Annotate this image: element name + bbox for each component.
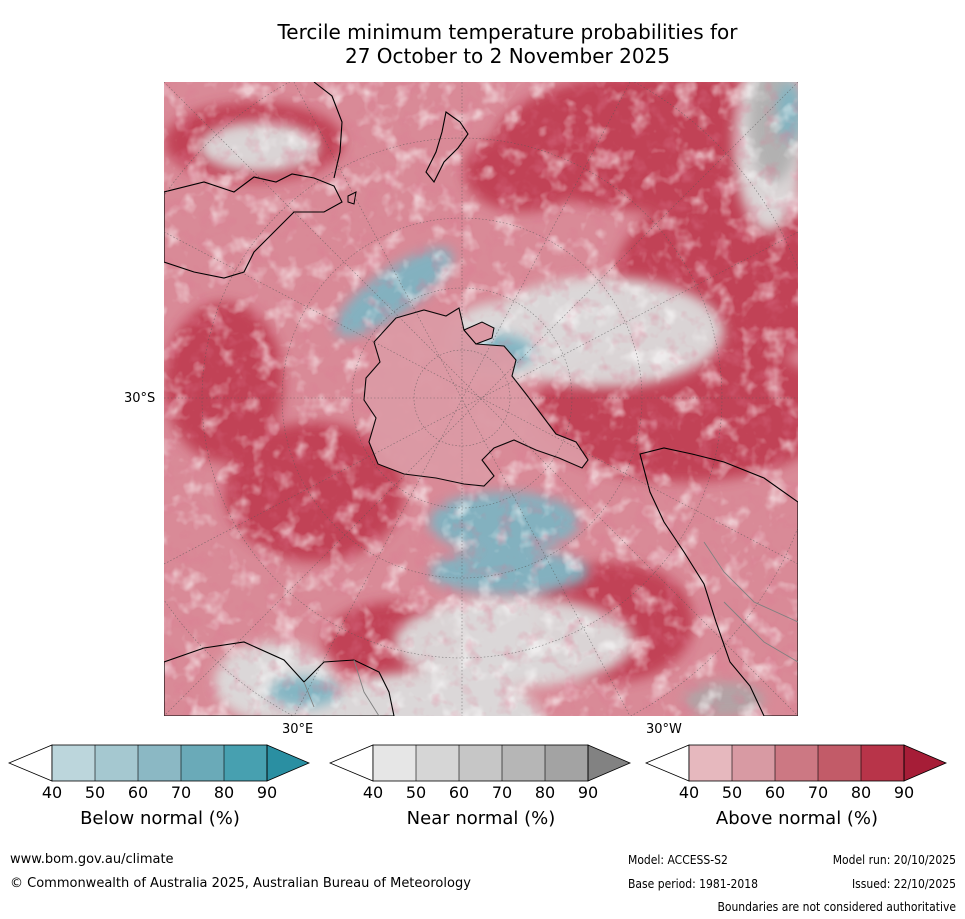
title-line-1: Tercile minimum temperature probabilitie… [277,20,738,44]
longitude-label-30w: 30°W [646,722,682,737]
cbar-above-bin-1 [689,745,732,781]
map-canvas [164,82,798,716]
tick-label: 50 [84,783,106,802]
colorbar-below-normal [7,744,312,786]
antarctic-peninsula [463,321,495,345]
colorbar-near-label: Near normal (%) [406,808,556,829]
tick-label: 90 [577,783,599,802]
cbar-below-bin-5 [224,745,267,781]
tick-label: 60 [764,783,786,802]
colorbar-below-normal-swatches [7,744,311,782]
website-link[interactable]: www.bom.gov.au/climate [10,852,174,867]
new-zealand-outline [425,111,469,184]
cbar-below-bin-4 [181,745,224,781]
south-america-outline [639,447,798,716]
cbar-above-bin-4 [818,745,861,781]
graticule [164,82,798,716]
colorbar-above-normal-swatches [644,744,948,782]
tick-label: 50 [405,783,427,802]
tick-label: 60 [127,783,149,802]
tick-label: 80 [850,783,872,802]
cbar-near-bin-2 [416,745,459,781]
cbar-near-arrow-left [328,744,374,782]
africa-outline [164,641,395,716]
cbar-near-bin-3 [459,745,502,781]
tick-label: 70 [491,783,513,802]
tick-label: 40 [678,783,700,802]
tick-label: 90 [893,783,915,802]
tick-label: 40 [362,783,384,802]
tick-label: 80 [534,783,556,802]
model-text: Model: ACCESS-S2 [628,853,728,867]
cbar-above-bin-2 [732,745,775,781]
antarctica-outline [363,307,589,487]
cbar-near-bin-4 [502,745,545,781]
tick-label: 90 [256,783,278,802]
cbar-above-bin-3 [775,745,818,781]
base-period-text: Base period: 1981-2018 [628,877,759,891]
model-run-text: Model run: 20/10/2025 [832,853,956,867]
australia-outline [164,173,343,279]
tick-label: 80 [213,783,235,802]
disclaimer-text: Boundaries are not considered authoritat… [717,900,956,914]
colorbar-above-label: Above normal (%) [715,808,879,829]
probability-map [164,82,798,716]
tick-label: 70 [170,783,192,802]
cbar-below-arrow-right [266,744,311,782]
cbar-above-arrow-left [644,744,690,782]
colorbar-near-normal [328,744,633,786]
issued-text: Issued: 22/10/2025 [851,877,956,891]
australia-east-coast [313,82,343,179]
cbar-near-bin-5 [545,745,588,781]
south-america-borders [703,541,798,663]
copyright-text: © Commonwealth of Australia 2025, Austra… [10,876,471,891]
colorbar-below-label: Below normal (%) [80,808,240,829]
cbar-below-arrow-left [7,744,53,782]
latitude-label-30s: 30°S [124,391,156,406]
tick-label: 60 [448,783,470,802]
title-line-2: 27 October to 2 November 2025 [344,44,671,68]
colorbar-above-normal [644,744,949,786]
cbar-near-arrow-right [587,744,632,782]
tick-label: 70 [807,783,829,802]
cbar-below-bin-3 [138,745,181,781]
cbar-near-bin-1 [373,745,416,781]
cbar-above-bin-5 [861,745,904,781]
cbar-below-bin-1 [52,745,95,781]
cbar-below-bin-2 [95,745,138,781]
colorbar-near-normal-swatches [328,744,632,782]
cbar-above-arrow-right [903,744,948,782]
africa-borders [303,659,380,716]
chart-title: Tercile minimum temperature probabilitie… [160,20,855,68]
longitude-label-30e: 30°E [282,722,314,737]
tick-label: 40 [41,783,63,802]
tick-label: 50 [721,783,743,802]
